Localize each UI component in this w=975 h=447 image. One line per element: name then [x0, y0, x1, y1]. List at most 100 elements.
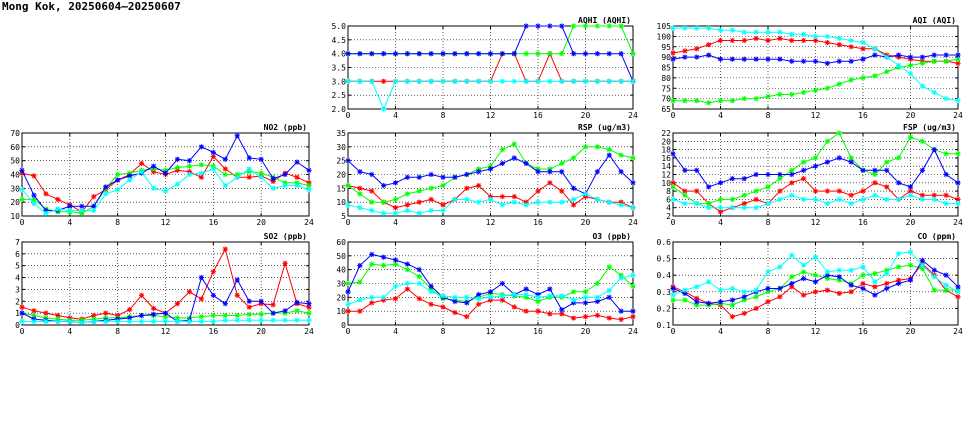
data-point	[416, 51, 422, 57]
data-point	[860, 280, 866, 287]
data-point	[931, 147, 937, 153]
y-tick-label: 105	[657, 22, 672, 31]
data-point	[511, 78, 517, 84]
data-point	[860, 188, 866, 194]
data-point	[381, 210, 387, 216]
x-tick-label: 8	[766, 111, 771, 120]
data-point	[931, 287, 937, 293]
data-point	[369, 251, 375, 258]
data-point	[571, 315, 577, 321]
x-tick-label: 12	[486, 327, 496, 336]
data-point	[392, 180, 399, 186]
data-point	[416, 296, 422, 302]
data-point	[670, 50, 676, 56]
data-point	[765, 29, 771, 35]
data-point	[801, 167, 807, 173]
data-point	[150, 311, 157, 317]
data-point	[955, 289, 961, 295]
data-point	[943, 272, 949, 278]
data-point	[416, 280, 422, 287]
data-point	[812, 289, 819, 295]
data-point	[706, 300, 712, 307]
data-point	[582, 294, 589, 300]
y-tick-label: 100	[657, 32, 672, 41]
data-point	[848, 77, 854, 83]
data-point	[174, 301, 181, 307]
x-tick-label: 0	[346, 111, 351, 120]
data-point	[694, 25, 700, 31]
data-point	[943, 287, 949, 293]
data-point	[896, 180, 902, 186]
data-point	[91, 207, 97, 214]
data-point	[717, 196, 724, 202]
data-point	[872, 279, 878, 285]
data-point	[630, 272, 636, 278]
data-point	[511, 51, 517, 57]
data-point	[670, 151, 676, 157]
data-point	[234, 312, 240, 319]
data-point	[682, 200, 688, 207]
data-point	[824, 138, 830, 144]
data-point	[19, 187, 25, 193]
data-point	[55, 196, 61, 202]
data-point	[571, 289, 577, 295]
data-point	[487, 78, 494, 84]
data-point	[824, 85, 830, 91]
data-point	[943, 171, 949, 178]
data-point	[464, 314, 470, 320]
data-point	[499, 293, 505, 299]
data-point	[523, 160, 529, 167]
y-tick-label: 95	[661, 43, 671, 52]
y-tick-label: 20	[336, 171, 346, 180]
data-point	[476, 199, 482, 205]
y-tick-label: 20	[661, 137, 671, 146]
data-point	[753, 294, 759, 300]
y-tick-label: 0.2	[657, 304, 672, 313]
data-point	[729, 98, 735, 104]
data-point	[150, 318, 157, 325]
data-point	[741, 29, 747, 35]
data-point	[860, 46, 866, 52]
y-tick-label: 0	[15, 321, 20, 330]
data-point	[345, 202, 351, 208]
data-point	[91, 318, 97, 325]
data-point	[741, 96, 747, 102]
data-point	[907, 249, 914, 255]
data-point	[955, 98, 961, 104]
data-point	[198, 318, 204, 325]
data-point	[872, 46, 878, 52]
y-tick-label: 0.6	[657, 238, 672, 247]
data-point	[440, 207, 446, 214]
data-point	[836, 188, 842, 194]
x-tick-label: 12	[811, 327, 821, 336]
data-point	[848, 192, 854, 198]
x-tick-label: 0	[20, 327, 25, 336]
data-point	[270, 185, 276, 191]
data-point	[630, 51, 636, 57]
data-point	[416, 174, 422, 180]
x-tick-label: 4	[67, 327, 72, 336]
data-point	[559, 51, 565, 57]
data-point	[464, 185, 470, 191]
data-point	[955, 52, 961, 58]
data-point	[729, 314, 735, 320]
data-point	[801, 31, 807, 37]
data-point	[753, 35, 759, 42]
data-point	[499, 78, 505, 84]
data-point	[706, 200, 712, 207]
data-point	[706, 279, 712, 285]
data-point	[357, 191, 363, 197]
data-point	[138, 292, 145, 298]
x-tick-label: 0	[20, 218, 25, 227]
data-point	[706, 42, 712, 48]
data-point	[931, 52, 937, 58]
data-point	[559, 307, 565, 313]
data-point	[392, 257, 399, 263]
x-tick-label: 12	[486, 218, 496, 227]
data-point	[630, 155, 636, 161]
data-point	[801, 275, 807, 282]
data-point	[848, 159, 854, 165]
data-point	[606, 294, 612, 300]
y-tick-label: 50	[336, 252, 346, 261]
